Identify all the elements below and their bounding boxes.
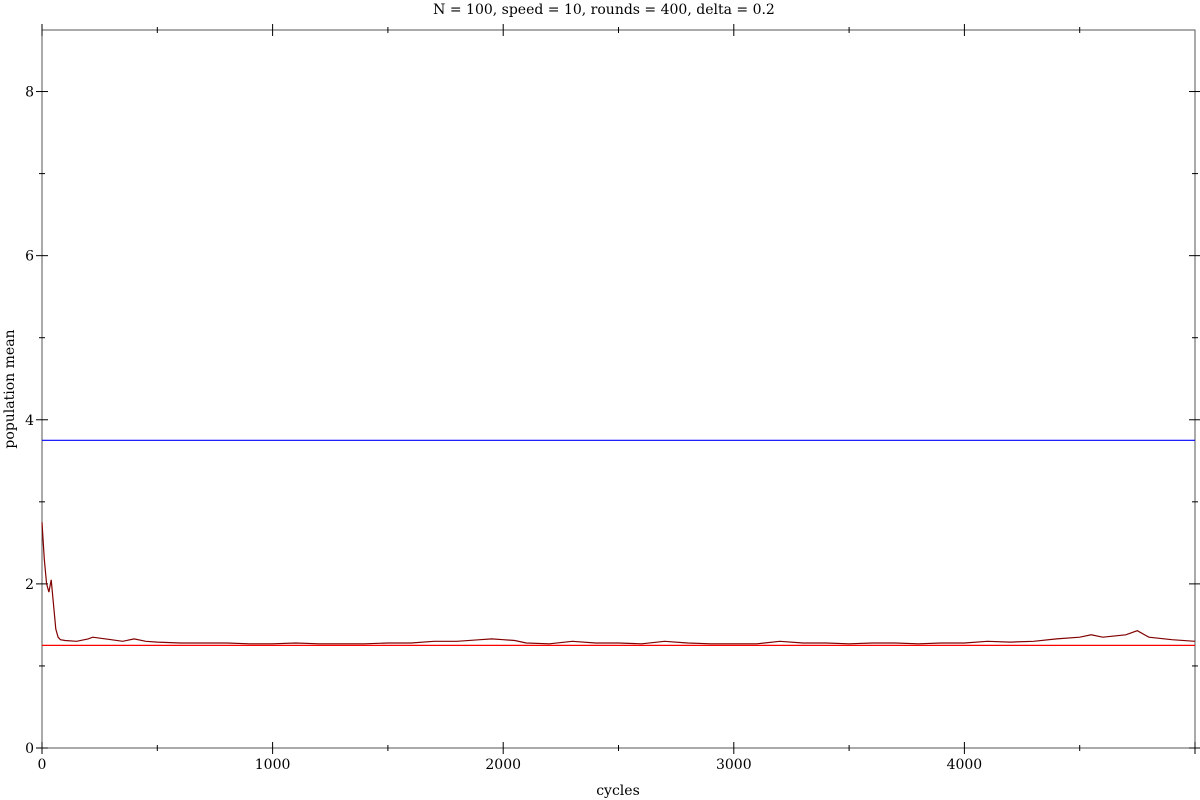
y-tick-label: 0 bbox=[25, 741, 34, 757]
x-tick-label: 2000 bbox=[485, 757, 521, 773]
y-axis-label: population mean bbox=[2, 329, 18, 448]
x-tick-label: 3000 bbox=[716, 757, 752, 773]
x-tick-label: 1000 bbox=[255, 757, 291, 773]
chart-title: N = 100, speed = 10, rounds = 400, delta… bbox=[433, 2, 775, 18]
axis-tick-labels: 0 1000 2000 3000 4000 0 2 4 6 8 bbox=[25, 85, 982, 773]
series-line-0 bbox=[41, 522, 1196, 645]
x-tick-label: 4000 bbox=[947, 757, 983, 773]
y-tick-label: 4 bbox=[25, 413, 34, 429]
series-layer bbox=[41, 439, 1196, 647]
y-tick-label: 2 bbox=[25, 577, 34, 593]
y-tick-label: 8 bbox=[25, 85, 34, 101]
y-tick-label: 6 bbox=[25, 249, 34, 265]
plot-frame bbox=[41, 29, 1196, 749]
x-tick-label: 0 bbox=[38, 757, 47, 773]
axis-ticks bbox=[36, 24, 1200, 754]
x-axis-label: cycles bbox=[596, 783, 640, 799]
